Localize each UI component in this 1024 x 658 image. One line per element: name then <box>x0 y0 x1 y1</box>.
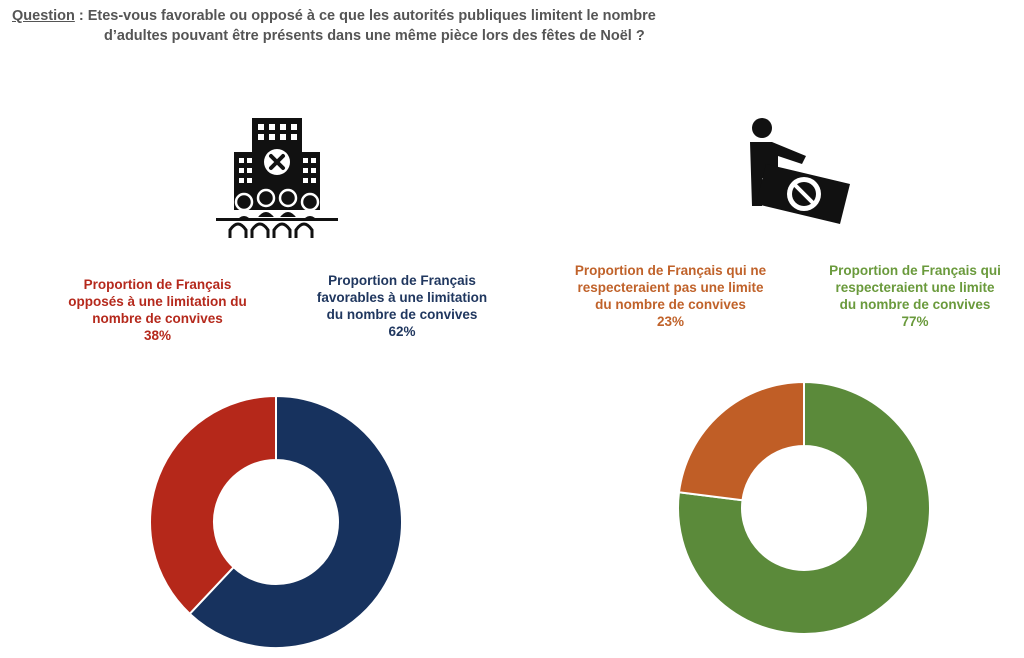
question-line-2: d’adultes pouvant être présents dans une… <box>104 28 645 44</box>
label-favorable: Proportion de Français favorables à une … <box>292 272 512 340</box>
label-respect-line: Proportion de Français qui <box>829 263 1001 278</box>
label-not-respect-line: Proportion de Français qui ne <box>574 263 767 278</box>
question-line-1: : Etes-vous favorable ou opposé à ce que… <box>74 8 656 24</box>
question-text: Question : Etes-vous favorable ou opposé… <box>12 6 812 46</box>
person-pushing-prohibited-sign-icon <box>750 118 850 224</box>
label-respect-value: 77% <box>901 314 929 329</box>
donut-chart-limitation <box>149 394 403 649</box>
label-favorable-line: du nombre de convives <box>326 307 478 322</box>
label-opposed-line: nombre de convives <box>92 311 223 326</box>
donut-slice-0 <box>677 380 931 635</box>
label-opposed: Proportion de Français opposés à une lim… <box>40 276 275 344</box>
label-not-respect-value: 23% <box>656 314 685 329</box>
donut-slice-1 <box>149 394 277 616</box>
label-favorable-line: Proportion de Français <box>328 273 476 288</box>
label-respect-line: respecteraient une limite <box>835 280 995 295</box>
label-not-respect: Proportion de Français qui ne respectera… <box>548 262 793 330</box>
donut-chart-respect <box>677 380 931 635</box>
label-opposed-value: 38% <box>143 328 172 343</box>
label-favorable-value: 62% <box>388 324 416 339</box>
question-label: Question <box>12 8 75 24</box>
label-respect: Proportion de Français qui respecteraien… <box>800 262 1024 330</box>
label-respect-line: du nombre de convives <box>839 297 991 312</box>
donut-slice-1 <box>677 380 805 502</box>
label-opposed-line: opposés à une limitation du <box>68 294 247 309</box>
label-opposed-line: Proportion de Français <box>83 277 232 292</box>
label-not-respect-line: respecteraient pas une limite <box>577 280 764 295</box>
label-favorable-line: favorables à une limitation <box>316 290 488 305</box>
donut-slice-0 <box>188 394 403 649</box>
label-not-respect-line: du nombre de convives <box>595 297 746 312</box>
building-crowd-icon <box>216 118 338 238</box>
